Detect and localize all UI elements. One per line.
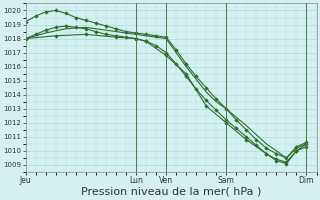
X-axis label: Pression niveau de la mer( hPa ): Pression niveau de la mer( hPa ) [81, 187, 261, 197]
